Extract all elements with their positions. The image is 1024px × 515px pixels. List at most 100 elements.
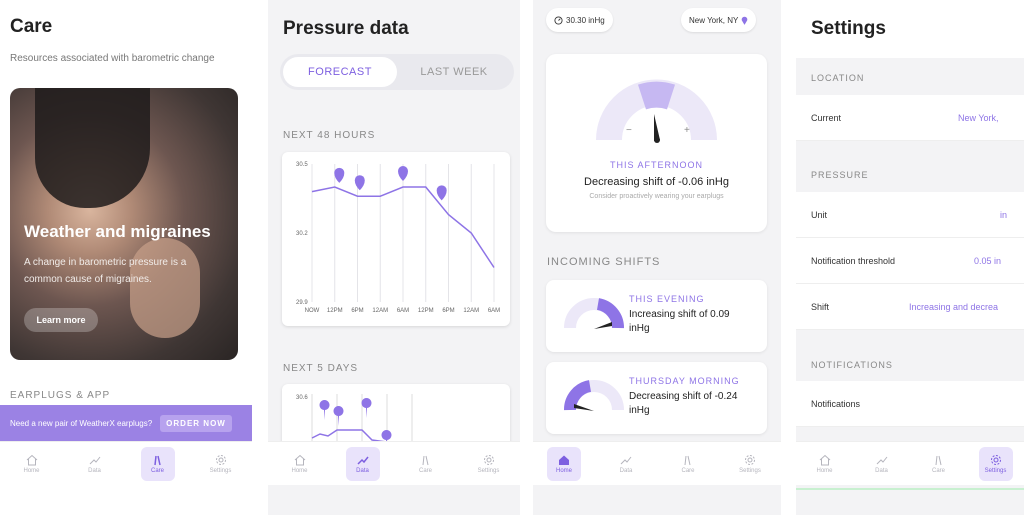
bottom-nav: Home Data Care Settings [268,441,520,485]
location-section-title: LOCATION [811,73,865,83]
notifications-row[interactable]: Notifications [796,381,1024,427]
shift-card-thursday[interactable]: THURSDAY MORNING Decreasing shift of -0.… [546,362,767,434]
unit-label: Unit [811,209,828,220]
tab-forecast[interactable]: FORECAST [283,57,397,87]
nav-home-label: Home [555,467,572,474]
page-title: Settings [811,18,886,39]
shift-marker[interactable] [436,185,447,201]
shift-marker[interactable] [334,167,345,183]
y-tick-label: 30.2 [296,231,308,237]
shift-line1: Increasing shift of 0.09 [629,309,730,320]
nav-settings[interactable]: Settings [204,447,238,481]
learn-more-button[interactable]: Learn more [24,308,98,332]
nav-home[interactable]: Home [547,446,581,481]
nav-data-label: Data [875,467,888,474]
location-pill[interactable]: New York, NY [681,8,757,32]
nav-care-label: Care [681,467,695,474]
shift-marker[interactable] [398,166,408,181]
current-shift-card[interactable]: − + THIS AFTERNOON Decreasing shift of -… [546,54,767,232]
tab-last-week[interactable]: LAST WEEK [420,66,488,78]
photo-hand [130,238,200,338]
x-tick-label: 6PM [442,308,454,314]
mini-gauge-active [564,380,592,411]
range-toggle: FORECAST LAST WEEK [280,54,514,90]
nav-home-label: Home [291,467,308,474]
migraine-card[interactable]: Weather and migraines A change in barome… [10,88,238,360]
nav-care[interactable]: Care [671,447,705,481]
nav-care-label: Care [931,467,945,474]
shift-value: Increasing and decrea [909,301,999,312]
notifications-label: Notifications [811,398,861,409]
nav-care[interactable]: Care [409,447,443,481]
nav-data[interactable]: Data [345,446,380,481]
nav-settings[interactable]: Settings [733,447,767,481]
pressure-gauge: − + [596,79,717,143]
nav-home[interactable]: Home [15,447,49,481]
pressure-reading-pill[interactable]: 30.30 inHg [546,8,613,32]
x-tick-label: 12AM [463,308,479,314]
gear-icon [215,454,226,465]
y-tick-label: 30.5 [296,162,308,168]
shift-gauge-evening [564,298,624,329]
nav-settings-label: Settings [477,467,500,474]
unit-row[interactable]: Unit in [796,192,1024,238]
shift-line2: inHg [629,405,650,416]
nav-settings[interactable]: Settings [978,446,1013,481]
nav-data-label: Data [88,467,101,474]
gauge-plus-label: + [684,125,690,136]
afternoon-text: Decreasing shift of -0.06 inHg [584,176,729,188]
current-label: Current [811,112,842,123]
nav-data[interactable]: Data [609,447,643,481]
chart2-marker[interactable] [333,406,344,426]
mini-gauge-needle [574,404,594,411]
home-icon [559,455,569,465]
mini-gauge-needle [594,322,612,329]
nav-data-label: Data [356,467,369,474]
settings-header [796,0,1024,58]
current-location-row[interactable]: Current New York, [796,95,1024,141]
nav-care[interactable]: Care [922,447,956,481]
chart2-marker[interactable] [319,400,330,420]
nav-home-label: Home [816,467,833,474]
shift-row[interactable]: Shift Increasing and decrea [796,284,1024,330]
order-now-button[interactable]: ORDER NOW [160,414,232,432]
location-pin-icon [742,16,748,25]
bottom-nav: Home Data Care Settings [533,441,781,485]
care-screen: Care Resources associated with barometri… [0,0,252,515]
nav-data[interactable]: Data [78,447,112,481]
nav-care[interactable]: Care [140,446,175,481]
pressure-reading: 30.30 inHg [566,15,605,25]
incoming-shifts-title: INCOMING SHIFTS [547,256,661,268]
card-title: Weather and migraines [24,222,211,241]
shift-marker[interactable] [354,175,365,191]
home-icon [294,454,305,465]
gear-icon [745,454,755,465]
threshold-row[interactable]: Notification threshold 0.05 in [796,238,1024,284]
gauge-pivot [654,137,660,143]
trend-icon [620,456,632,464]
location-text: New York, NY [689,15,739,25]
nav-home[interactable]: Home [283,447,317,481]
nav-home[interactable]: Home [808,447,842,481]
nav-settings[interactable]: Settings [472,447,506,481]
earplug-icon [422,455,428,465]
afternoon-hint: Consider proactively wearing your earplu… [589,193,724,200]
threshold-value: 0.05 in [974,255,1002,266]
page-subtitle: Resources associated with barometric cha… [10,53,215,64]
nav-settings-label: Settings [739,467,761,474]
trend-icon [356,456,369,465]
nav-home-label: Home [23,467,40,474]
shift-card-evening[interactable]: THIS EVENING Increasing shift of 0.09 in… [546,280,767,352]
next-5-days-title: NEXT 5 DAYS [283,363,359,374]
bottom-nav: Home Data Care Settings [0,441,252,485]
nav-settings-label: Settings [984,467,1007,474]
nav-data[interactable]: Data [865,447,899,481]
chart2-line [311,429,388,443]
chart2-marker[interactable] [381,430,392,450]
settings-screen: Settings LOCATION Current New York, PRES… [796,0,1024,515]
gauge-needle [654,114,660,141]
forecast-48h-card: NOW 12PM 6PM 12AM 6AM 12PM 6PM 12AM 6AM 30.5 30.2 2… [282,152,510,326]
bottom-nav: Home Data Care Settings [796,441,1024,485]
order-banner: Need a new pair of WeatherX earplugs? OR… [0,405,252,441]
chart2-marker[interactable] [361,398,372,418]
